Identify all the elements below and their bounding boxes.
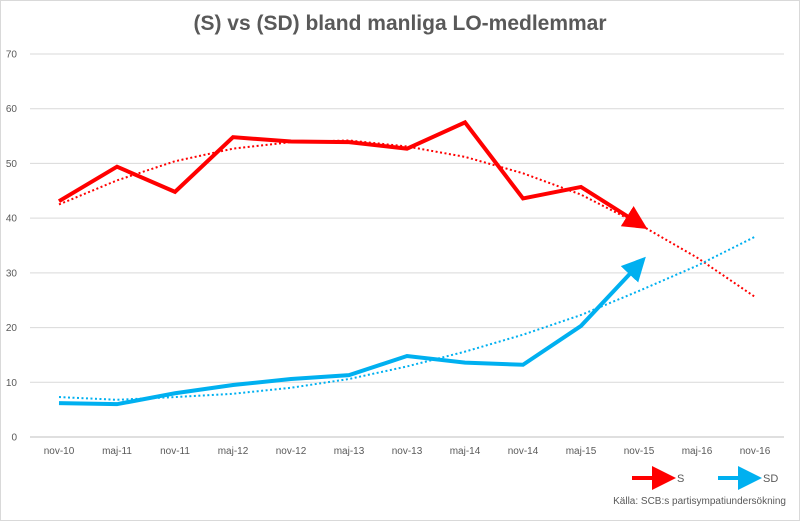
y-tick-label: 10 (6, 378, 18, 389)
y-tick-label: 30 (6, 268, 18, 279)
source-note: Källa: SCB:s partisympatiundersökning (613, 496, 786, 507)
chart-title: (S) vs (SD) bland manliga LO-medlemmar (193, 12, 607, 35)
x-tick-label: maj-15 (566, 446, 597, 457)
x-tick-label: nov-15 (624, 446, 655, 457)
x-tick-label: maj-12 (218, 446, 249, 457)
y-tick-label: 0 (11, 433, 17, 444)
legend-label-sd: SD (763, 473, 778, 485)
y-tick-label: 20 (6, 323, 18, 334)
y-tick-label: 50 (6, 159, 18, 170)
x-tick-label: maj-11 (102, 446, 132, 457)
series-line-sd (58, 256, 646, 407)
x-tick-label: maj-16 (682, 446, 713, 457)
x-tick-label: nov-16 (740, 446, 771, 457)
x-tick-label: nov-10 (44, 446, 75, 457)
x-tick-label: maj-14 (450, 446, 481, 457)
x-tick-label: nov-14 (508, 446, 539, 457)
legend-label-s: S (677, 473, 684, 485)
x-tick-label: maj-13 (334, 446, 365, 457)
trendline-sd (58, 235, 756, 401)
y-tick-label: 70 (6, 50, 18, 61)
x-tick-label: nov-13 (392, 446, 423, 457)
y-tick-label: 60 (6, 104, 18, 115)
x-tick-label: nov-11 (160, 446, 190, 457)
y-tick-label: 40 (6, 214, 18, 225)
x-tick-label: nov-12 (276, 446, 307, 457)
series-line-s (57, 119, 648, 229)
